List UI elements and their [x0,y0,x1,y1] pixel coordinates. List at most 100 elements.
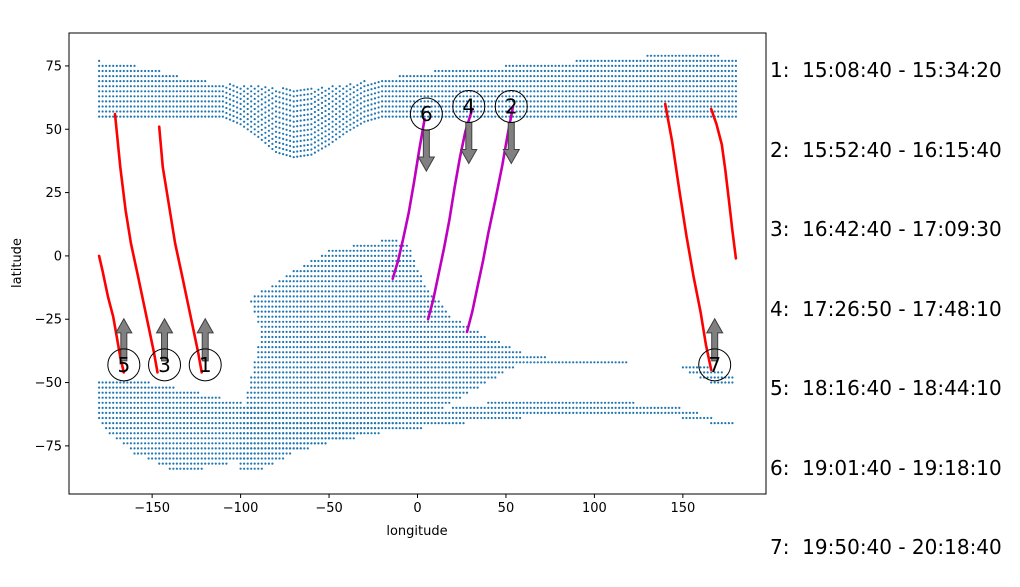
coverage-point [352,254,355,257]
coverage-point [267,144,270,148]
coverage-point [299,442,302,445]
coverage-point [434,95,437,98]
coverage-point [409,259,412,263]
coverage-point [253,381,256,384]
coverage-point [363,391,366,394]
coverage-point [405,381,408,384]
coverage-point [197,115,200,118]
coverage-point [402,305,405,308]
coverage-point [349,305,352,308]
coverage-point [320,285,324,288]
coverage-point [299,346,302,349]
coverage-point [331,366,334,369]
coverage-point [172,75,175,78]
coverage-point [338,115,341,118]
coverage-point [519,105,522,108]
coverage-point [451,69,454,73]
coverage-point [448,85,451,88]
coverage-point [402,95,405,98]
coverage-point [320,396,324,399]
coverage-point [398,90,401,93]
coverage-point [197,422,200,425]
coverage-point [550,110,554,113]
coverage-point [211,401,214,404]
coverage-point [377,101,380,104]
coverage-point [642,115,646,118]
coverage-point [473,376,476,379]
coverage-point [317,391,320,394]
coverage-point [324,295,327,298]
coverage-point [158,396,161,399]
coverage-point [473,115,476,118]
coverage-point [292,381,295,384]
coverage-point [310,118,313,121]
coverage-point [657,75,660,78]
coverage-point [264,141,267,144]
coverage-point [405,75,408,78]
coverage-point [299,290,302,293]
coverage-point [434,75,437,78]
coverage-point [589,80,593,83]
coverage-point [317,264,320,268]
coverage-point [388,105,391,108]
coverage-point [529,361,532,364]
coverage-point [384,115,387,118]
coverage-point [494,85,497,88]
coverage-point [388,411,391,414]
coverage-point [313,90,316,93]
coverage-point [405,371,408,374]
coverage-point [427,371,430,374]
coverage-point [363,110,366,113]
coverage-point [483,95,486,98]
coverage-point [292,156,295,159]
coverage-point [533,69,536,73]
coverage-point [377,81,380,84]
coverage-point [335,107,338,111]
coverage-point [342,371,345,374]
coverage-point [423,335,426,339]
coverage-point [688,69,692,73]
coverage-point [214,411,217,414]
coverage-point [427,396,430,399]
coverage-point [119,401,122,404]
coverage-point [179,422,182,425]
coverage-point [345,249,348,252]
coverage-point [271,330,274,333]
coverage-point [398,85,401,88]
coverage-point [603,100,607,103]
coverage-point [115,85,118,88]
coverage-point [175,416,178,420]
coverage-point [112,110,115,113]
coverage-point [391,320,394,323]
coverage-point [388,239,391,242]
coverage-point [193,115,196,118]
coverage-point [653,80,656,83]
coverage-point [260,300,263,303]
coverage-point [320,305,324,308]
coverage-point [398,401,401,404]
coverage-point [335,259,338,263]
coverage-point [267,447,270,450]
coverage-point [108,115,111,118]
coverage-point [384,335,387,339]
coverage-point [568,85,571,88]
coverage-point [448,80,451,83]
coverage-point [366,249,370,252]
coverage-point [465,105,469,108]
coverage-point [381,381,384,384]
coverage-point [197,467,200,470]
coverage-point [540,80,543,83]
coverage-point [547,69,550,73]
coverage-point [444,90,447,93]
coverage-point [423,422,426,425]
coverage-point [462,361,465,364]
coverage-point [179,462,182,465]
coverage-point [257,391,260,394]
coverage-point [327,386,331,389]
coverage-point [504,75,508,78]
coverage-point [182,85,186,88]
coverage-point [296,115,299,118]
coverage-point [310,305,313,308]
coverage-point [154,452,157,455]
coverage-point [342,270,345,273]
